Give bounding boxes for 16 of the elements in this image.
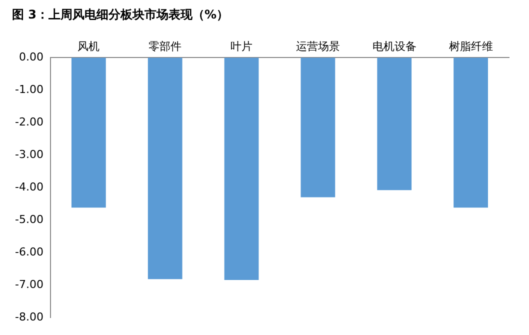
x-tick-label: 风机 (78, 40, 100, 53)
x-tick-label: 零部件 (148, 40, 182, 53)
x-tick-label: 树脂纤维 (448, 40, 493, 53)
x-tick-label: 叶片 (230, 40, 253, 53)
y-tick-label: -3.00 (14, 148, 44, 161)
x-tick-label: 运营场景 (296, 40, 340, 53)
y-tick-label: -2.00 (14, 115, 44, 128)
y-tick-label: -8.00 (14, 310, 44, 324)
chart-title: 图 3：上周风电细分板块市场表现（%） (12, 7, 229, 22)
y-tick-label: -5.00 (14, 212, 44, 226)
y-tick-label: -7.00 (14, 278, 44, 291)
x-tick-label: 电机设备 (372, 40, 416, 53)
y-tick-label: -1.00 (14, 82, 44, 96)
y-tick-label: -6.00 (14, 245, 44, 258)
y-tick-label: 0.00 (18, 50, 44, 64)
y-tick-label: -4.00 (14, 180, 44, 194)
